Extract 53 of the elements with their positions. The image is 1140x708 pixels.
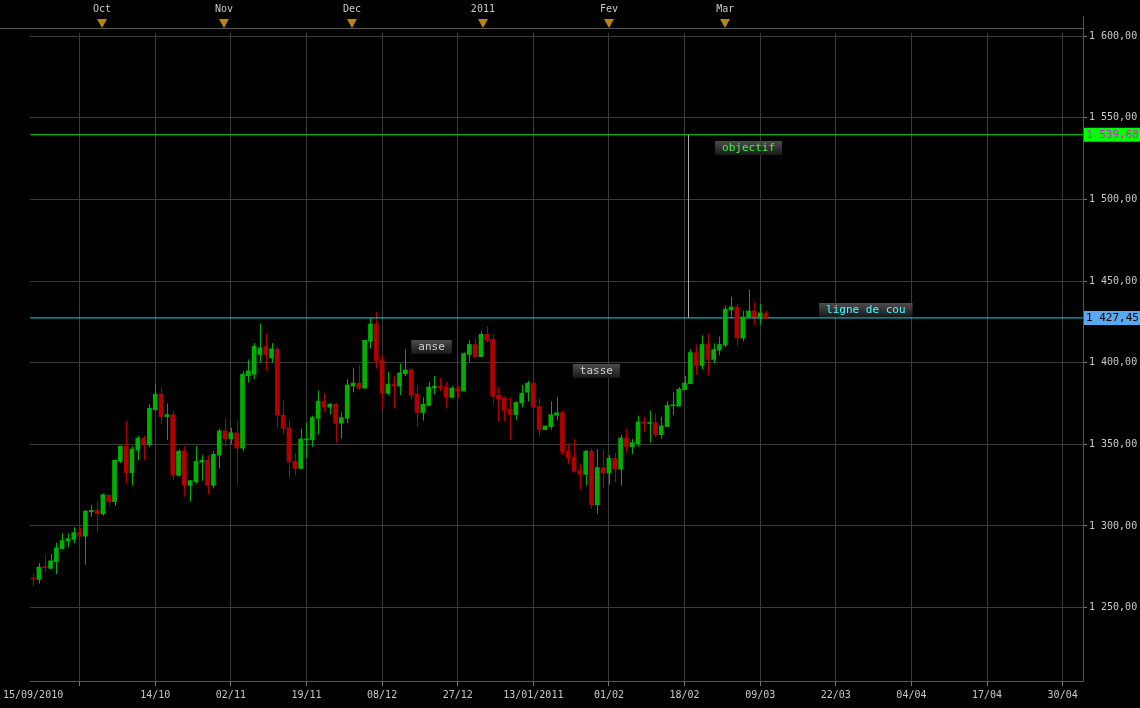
text: Fev (599, 2, 618, 14)
candlestick (164, 402, 170, 441)
candlestick (612, 452, 618, 483)
candlestick (577, 462, 583, 491)
x-tick-label: 27/12 (442, 688, 473, 700)
text: Mar (716, 2, 735, 14)
annotation: tasse (579, 363, 613, 377)
candlestick (600, 449, 606, 490)
candlestick (187, 480, 193, 503)
x-tick-label: 22/03 (820, 688, 851, 700)
x-tick-label: 18/02 (669, 688, 700, 700)
candlestick (693, 343, 699, 376)
candlestick (333, 402, 338, 444)
x-tick-label: 13/01/2011 (503, 688, 564, 700)
candlestick (647, 410, 652, 444)
ref-line-label: 1 427,45 (1086, 310, 1139, 324)
y-tick-label: 1 450,00 (1089, 274, 1138, 286)
candlestick (757, 303, 763, 326)
y-tick-label: 1 350,00 (1089, 437, 1138, 449)
text: Dec (343, 2, 362, 14)
x-tick-label: 02/11 (215, 688, 246, 700)
y-tick-label: 1 500,00 (1089, 193, 1138, 205)
x-tick-label: 17/04 (971, 688, 1003, 700)
x-tick-label: 30/04 (1047, 688, 1078, 700)
candlestick (525, 380, 530, 402)
y-tick-label: 1 550,00 (1089, 111, 1138, 123)
y-tick-label: 1 400,00 (1089, 356, 1138, 368)
y-tick-label: 1 300,00 (1089, 519, 1138, 531)
candlestick (653, 413, 658, 439)
text: 2011 (470, 2, 495, 14)
y-tick-label: 1 600,00 (1089, 29, 1138, 41)
candlestick (752, 302, 757, 326)
candlestick (583, 449, 589, 486)
annotation: ligne de cou (826, 302, 906, 316)
x-tick-label: 01/02 (593, 688, 624, 700)
x-tick-label: 19/11 (291, 688, 322, 700)
y-tick-label: 1 250,00 (1089, 601, 1138, 613)
x-tick-label: 15/09/2010 (2, 688, 64, 700)
text: Nov (215, 2, 234, 14)
candlestick (269, 342, 274, 364)
annotation: objectif (722, 140, 776, 154)
x-tick-label: 04/04 (896, 688, 927, 700)
x-tick-label: 14/10 (140, 688, 171, 700)
candlestick (141, 435, 146, 461)
x-tick-label: 08/12 (367, 688, 398, 700)
candlestick (234, 420, 240, 486)
x-tick-label: 09/03 (745, 688, 776, 700)
candlestick (624, 428, 629, 454)
annotation: anse (418, 339, 445, 353)
text: Oct (92, 2, 111, 14)
candlestick (705, 332, 711, 377)
candlestick (263, 332, 269, 372)
ref-line-label: 1 539,68 (1086, 127, 1139, 141)
